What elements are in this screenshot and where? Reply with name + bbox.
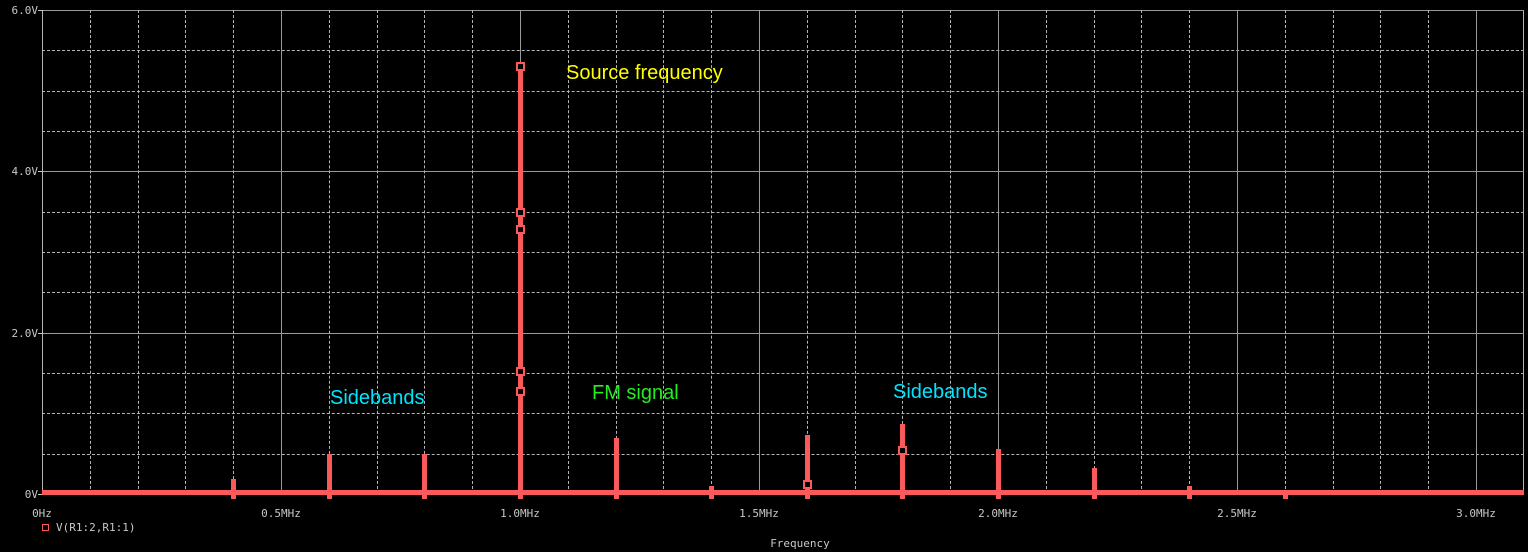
annotation-label: Source frequency [566, 62, 723, 84]
x-axis-tick-label: 2.0MHz [978, 507, 1018, 520]
x-axis-tick-label: 1.0MHz [500, 507, 540, 520]
gridline-horizontal [42, 413, 1524, 414]
gridline-horizontal [42, 171, 1524, 172]
gridline-horizontal [42, 292, 1524, 293]
y-axis-tick-mark [38, 494, 43, 495]
gridline-horizontal [42, 333, 1524, 334]
gridline-vertical [185, 10, 186, 494]
legend-label: V(R1:2,R1:1) [56, 521, 136, 534]
spectrum-peak [805, 435, 810, 499]
gridline-vertical [855, 10, 856, 494]
gridline-vertical [377, 10, 378, 494]
spectrum-peak [709, 486, 714, 499]
x-axis-tick-label: 3.0MHz [1456, 507, 1496, 520]
data-point-marker [516, 225, 525, 234]
data-point-marker [516, 367, 525, 376]
spectrum-peak [900, 424, 905, 499]
spectrum-peak [1187, 486, 1192, 499]
spectrum-peak [614, 438, 619, 499]
x-axis-tick-label: 2.5MHz [1217, 507, 1257, 520]
y-axis-tick-label: 0V [24, 488, 38, 501]
gridline-vertical [1380, 10, 1381, 494]
gridline-vertical [759, 10, 760, 494]
y-axis-tick-mark [38, 171, 43, 172]
spectrum-peak [1283, 492, 1288, 499]
gridline-vertical [998, 10, 999, 494]
gridline-vertical [616, 10, 617, 494]
gridline-horizontal [42, 10, 1524, 11]
x-axis-title-text: Frequency [770, 537, 830, 550]
gridline-vertical [1094, 10, 1095, 494]
x-axis-tick-label: 0.5MHz [261, 507, 301, 520]
gridline-vertical [1189, 10, 1190, 494]
data-point-marker [516, 387, 525, 396]
gridline-vertical [138, 10, 139, 494]
legend[interactable]: V(R1:2,R1:1) [42, 522, 135, 533]
trace-baseline [42, 490, 1524, 495]
y-axis-tick-label: 6.0V [11, 4, 39, 17]
gridline-horizontal [42, 454, 1524, 455]
gridline-horizontal [42, 212, 1524, 213]
gridline-vertical [950, 10, 951, 494]
gridline-vertical [568, 10, 569, 494]
gridline-vertical [1046, 10, 1047, 494]
data-point-marker [803, 480, 812, 489]
y-axis-tick-mark [38, 10, 43, 11]
gridline-horizontal [42, 131, 1524, 132]
gridline-horizontal [42, 50, 1524, 51]
spectrum-peak [231, 479, 236, 499]
x-axis-title: Frequency [0, 538, 1528, 549]
gridline-vertical [233, 10, 234, 494]
y-axis-tick-label: 4.0V [11, 165, 39, 178]
gridline-vertical [1285, 10, 1286, 494]
spectrum-peak [422, 454, 427, 499]
data-point-marker [516, 208, 525, 217]
legend-swatch-icon [42, 524, 49, 531]
gridline-vertical [1333, 10, 1334, 494]
gridline-vertical [1141, 10, 1142, 494]
gridline-vertical [663, 10, 664, 494]
data-point-marker [516, 62, 525, 71]
gridline-vertical [1476, 10, 1477, 494]
data-point-marker [898, 446, 907, 455]
gridline-vertical [1237, 10, 1238, 494]
x-axis-tick-label: 1.5MHz [739, 507, 779, 520]
gridline-horizontal [42, 373, 1524, 374]
spectrum-peak [996, 449, 1001, 499]
annotation-label: FM signal [592, 382, 679, 404]
y-axis-tick-mark [38, 333, 43, 334]
gridline-horizontal [42, 91, 1524, 92]
gridline-vertical [424, 10, 425, 494]
annotation-label: Sidebands [330, 387, 425, 409]
gridline-vertical [807, 10, 808, 494]
y-axis-tick-label: 2.0V [11, 327, 39, 340]
gridline-vertical [711, 10, 712, 494]
gridline-vertical [90, 10, 91, 494]
gridline-horizontal [42, 252, 1524, 253]
x-axis-tick-label: 0Hz [32, 507, 52, 520]
gridline-vertical [281, 10, 282, 494]
spectrum-peak [327, 454, 332, 499]
gridline-vertical [472, 10, 473, 494]
gridline-vertical [902, 10, 903, 494]
annotation-label: Sidebands [893, 381, 988, 403]
gridline-vertical [329, 10, 330, 494]
gridline-vertical [1428, 10, 1429, 494]
spectrum-peak [518, 66, 523, 499]
spectrum-peak [1092, 468, 1097, 499]
